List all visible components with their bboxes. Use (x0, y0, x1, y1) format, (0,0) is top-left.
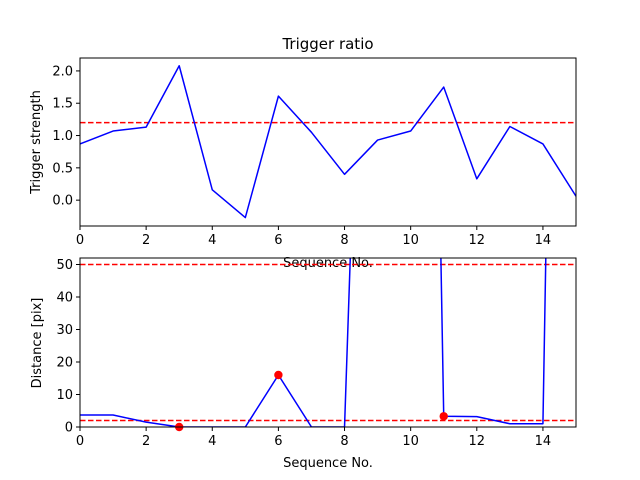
bottom-y-tick-label: 20 (56, 356, 73, 371)
top-x-tick-label: 12 (469, 233, 486, 248)
bottom-plot-area: 0 2 4 6 8 10 12 14 0 10 20 30 40 50 (56, 257, 577, 449)
bottom-x-tick-label: 12 (469, 434, 486, 449)
top-axes-frame (79, 57, 577, 227)
bottom-y-tick-label: 40 (56, 291, 73, 306)
bottom-x-tick-label: 0 (76, 434, 84, 449)
top-series-line-0 (80, 65, 576, 219)
top-plot-area: 0 2 4 6 8 10 12 14 0.0 0.5 1.0 1.5 2.0 (52, 57, 577, 248)
bottom-data-layer (80, 258, 576, 427)
top-x-tick-label: 0 (76, 233, 84, 248)
top-y-tick-label: 1.0 (52, 129, 73, 144)
bottom-x-tick-label: 14 (535, 434, 552, 449)
top-x-tick-label: 14 (535, 233, 552, 248)
bottom-x-tick-label: 2 (142, 434, 150, 449)
top-y-axis-label: Trigger strength (29, 90, 44, 195)
top-x-tick-label: 6 (274, 233, 282, 248)
bottom-y-tick-label: 50 (56, 258, 73, 273)
bottom-x-tick-label: 6 (274, 434, 282, 449)
top-y-tick-label: 0.5 (52, 161, 73, 176)
top-y-tick-label: 0.0 (52, 194, 73, 209)
top-axes: Trigger ratio Sequence No. Trigger stren… (29, 35, 577, 271)
bottom-y-tick-label: 10 (56, 388, 73, 403)
top-x-tick-label: 2 (142, 233, 150, 248)
bottom-axes: Sequence No. Distance [pix] 0 2 4 6 8 10 12 140… (30, 257, 577, 471)
bottom-y-tick-label: 0 (65, 421, 73, 436)
top-x-tick-label: 8 (340, 233, 348, 248)
bottom-marker-point (439, 412, 448, 421)
top-y-tick-label: 1.5 (52, 97, 73, 112)
bottom-x-tick-label: 10 (402, 434, 419, 449)
bottom-y-axis-label: Distance [pix] (30, 298, 45, 389)
bottom-marker-point (274, 370, 283, 380)
bottom-axes-frame (79, 257, 577, 428)
top-x-tick-label: 10 (402, 233, 419, 248)
top-x-tick-label: 4 (208, 233, 216, 248)
bottom-x-axis-label: Sequence No. (283, 456, 373, 471)
bottom-x-tick-label: 4 (208, 434, 216, 449)
top-y-tick-label: 2.0 (52, 64, 73, 79)
bottom-series-line-0 (80, 258, 547, 427)
top-chart-title: Trigger ratio (281, 35, 373, 53)
bottom-y-tick-label: 30 (56, 323, 73, 338)
bottom-x-tick-label: 8 (340, 434, 348, 449)
top-data-layer (80, 65, 576, 219)
